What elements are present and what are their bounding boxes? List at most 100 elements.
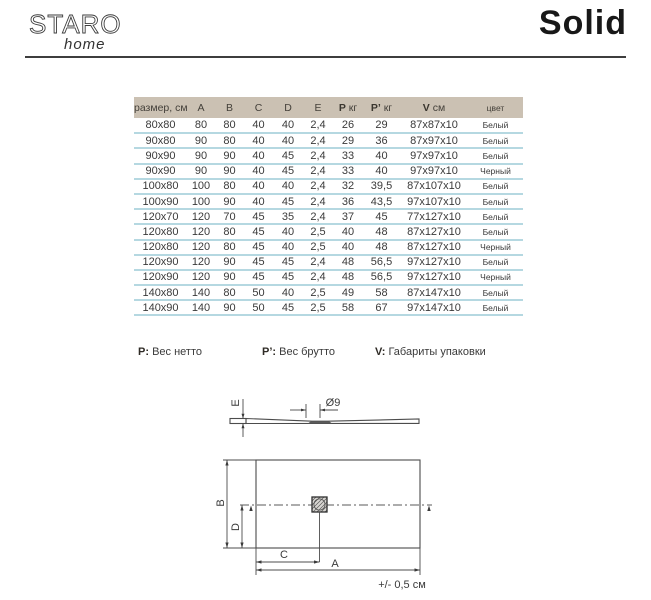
table-cell: 40 [273, 177, 303, 194]
table-cell: 120x70 [134, 208, 187, 225]
table-row: 140x80 140 80 50 40 2,5 49 58 87x147x10 Белый [134, 284, 523, 301]
drain-diameter-label: Ø9 [326, 397, 341, 409]
table-cell: 90x90 [134, 162, 187, 179]
table-cell: Белый [468, 208, 523, 225]
table-cell: 29 [375, 119, 388, 132]
table-cell: 2,5 [303, 223, 333, 240]
logo-primary-text: STARO [29, 10, 122, 39]
table-cell: 40 [244, 192, 273, 210]
table-cell: 29 [333, 132, 363, 149]
table-cell: 97x97x10 [400, 147, 468, 164]
table-cell: 56,5 [363, 253, 400, 270]
table-cell: 80 [223, 119, 236, 132]
table-cell: 40 [244, 177, 273, 194]
table-cell: 40 [244, 147, 273, 164]
table-cell: 45 [244, 238, 273, 255]
table-cell: 77x127x10 [400, 208, 468, 225]
table-cell: 120 [187, 223, 215, 240]
table-cell: 87x147x10 [400, 284, 468, 301]
table-cell: 40 [273, 223, 303, 240]
table-cell: 80 [215, 223, 244, 240]
table-cell: 2,5 [303, 238, 333, 255]
column-header: P’ кг [363, 97, 400, 118]
table-cell: 45 [244, 253, 273, 270]
table-cell: 40 [363, 147, 400, 164]
table-row: 120x90 120 90 45 45 2,4 48 56,5 97x127x10 Черный [134, 268, 523, 286]
table-cell: 80 [215, 284, 244, 301]
table-cell: 40 [273, 238, 303, 255]
table-cell: 97x127x10 [400, 253, 468, 270]
table-cell: 2,4 [303, 147, 333, 164]
table-cell: 56,5 [363, 268, 400, 286]
table-cell: 45 [273, 268, 303, 286]
table-cell: 120 [187, 253, 215, 270]
header-divider [25, 56, 626, 58]
table-cell: 97x107x10 [400, 192, 468, 210]
table-cell: 120x90 [134, 268, 187, 286]
legend-gross-weight: P’: Вес брутто [262, 346, 335, 358]
table-cell: 140 [187, 284, 215, 301]
column-header: A [187, 97, 215, 118]
table-cell: 40 [273, 132, 303, 149]
column-header: V см [400, 97, 468, 118]
table-cell: 2,4 [303, 208, 333, 225]
table-cell: 40 [273, 284, 303, 301]
table-cell: 45 [273, 299, 303, 317]
table-row: 120x80 120 80 45 40 2,5 40 48 87x127x10 Черный [134, 238, 523, 255]
table-cell: 90 [187, 162, 215, 179]
tolerance-note: +/- 0,5 см [378, 579, 426, 591]
column-header: E [303, 97, 333, 118]
table-cell: 80 [215, 238, 244, 255]
table-cell: Белый [468, 192, 523, 210]
table-cell: 32 [333, 177, 363, 194]
table-cell: 120x80 [134, 238, 187, 255]
legend-package-size: V: Габариты упаковки [375, 346, 486, 358]
table-cell: 2,5 [303, 299, 333, 317]
table-cell: 90 [187, 147, 215, 164]
table-cell: 100 [187, 192, 215, 210]
table-cell: Белый [468, 132, 523, 149]
table-cell: 90 [215, 253, 244, 270]
table-cell: 45 [273, 162, 303, 179]
legend-symbol: V: [375, 346, 386, 358]
thickness-dimension-label: E [230, 399, 242, 406]
legend-label: Габариты упаковки [388, 346, 486, 358]
table-cell: 48 [333, 268, 363, 286]
table-cell: 87x127x10 [400, 223, 468, 240]
column-header: D [273, 97, 303, 118]
table-cell: 90x80 [134, 132, 187, 149]
table-cell: 90 [215, 162, 244, 179]
table-cell: 2,4 [303, 132, 333, 149]
table-row: 80x80 80 80 40 40 2,4 26 29 87x87x10 Белый [134, 118, 523, 133]
legend-symbol: P’: [262, 346, 277, 358]
table-cell: Белый [468, 223, 523, 240]
table-cell: 80x80 [145, 119, 176, 132]
table-cell: 40 [244, 162, 273, 179]
table-cell: 97x127x10 [400, 268, 468, 286]
table-cell: 140 [187, 299, 215, 317]
table-cell: 2,5 [303, 284, 333, 301]
table-cell: 40 [363, 162, 400, 179]
table-cell: 90x90 [134, 147, 187, 164]
table-cell: 87x87x10 [410, 119, 458, 132]
column-header: B [215, 97, 244, 118]
table-cell: Черный [468, 268, 523, 286]
spec-table: размер, см A B C D E P кг P’ кг V см цвет 80x80 80… [134, 97, 523, 317]
width-dimension-label: A [331, 558, 339, 570]
table-cell: 87x107x10 [400, 177, 468, 194]
table-cell: 40 [333, 238, 363, 255]
table-row: 100x90 100 90 40 45 2,4 36 43,5 97x107x10 Белый [134, 192, 523, 210]
table-cell: 40 [252, 119, 265, 132]
table-header-row: размер, см A B C D E P кг P’ кг V см цвет [134, 97, 523, 118]
table-row: 90x80 90 80 40 40 2,4 29 36 87x97x10 Белый [134, 132, 523, 149]
table-cell: 48 [363, 223, 400, 240]
table-cell: 50 [244, 299, 273, 317]
table-cell: 2,4 [303, 177, 333, 194]
table-cell: 2,4 [310, 119, 326, 132]
table-cell: 45 [244, 268, 273, 286]
table-cell: 39,5 [363, 177, 400, 194]
table-cell: 80 [215, 132, 244, 149]
table-cell: 2,4 [303, 253, 333, 270]
table-cell: 120 [187, 268, 215, 286]
table-cell: 97x147x10 [400, 299, 468, 317]
